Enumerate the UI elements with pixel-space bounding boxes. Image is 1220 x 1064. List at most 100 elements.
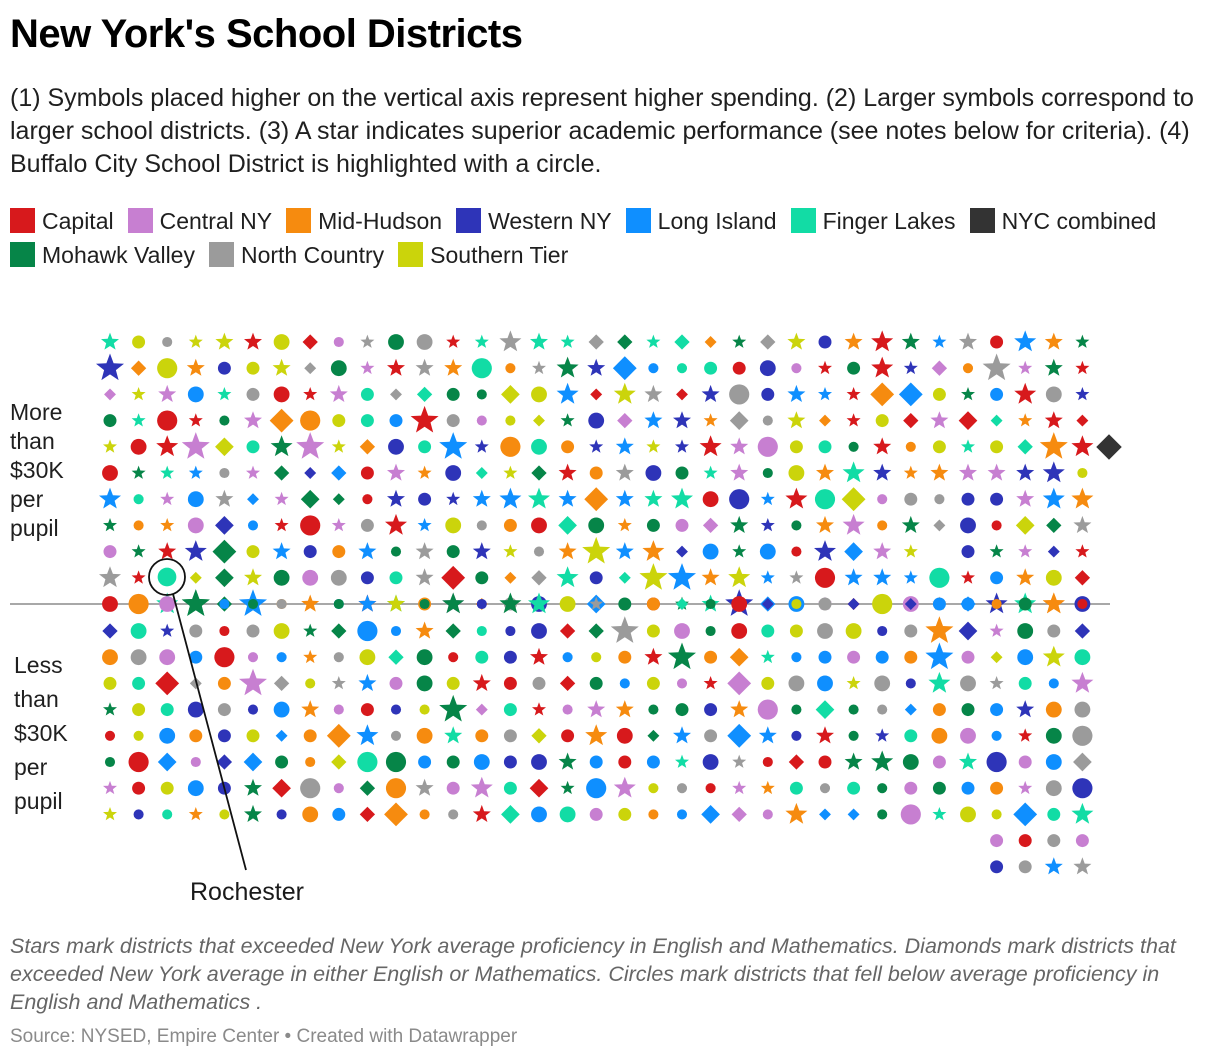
star-mark bbox=[532, 702, 546, 716]
circle-mark bbox=[731, 596, 748, 612]
star-mark bbox=[101, 332, 119, 350]
star-mark bbox=[789, 570, 804, 584]
circle-mark bbox=[1045, 569, 1062, 586]
highlight-annotation: Rochester bbox=[190, 878, 304, 906]
circle-mark bbox=[275, 755, 289, 769]
star-mark bbox=[671, 487, 693, 509]
diamond-mark bbox=[275, 729, 288, 742]
star-mark bbox=[1075, 334, 1090, 348]
diamond-mark bbox=[958, 621, 978, 641]
circle-mark bbox=[991, 520, 1002, 531]
star-mark bbox=[842, 461, 865, 483]
circle-mark bbox=[562, 652, 573, 663]
star-mark bbox=[556, 382, 579, 404]
star-mark bbox=[1042, 645, 1065, 667]
diamond-mark bbox=[531, 728, 547, 744]
star-mark bbox=[989, 544, 1004, 558]
circle-mark bbox=[588, 412, 605, 429]
circle-mark bbox=[246, 729, 260, 743]
star-mark bbox=[585, 724, 608, 746]
star-mark bbox=[846, 413, 861, 427]
diamond-mark bbox=[819, 414, 831, 427]
circle-mark bbox=[646, 676, 660, 690]
star-mark bbox=[613, 382, 636, 404]
chart-title: New York's School Districts bbox=[10, 12, 523, 56]
circle-mark bbox=[476, 389, 487, 400]
circle-mark bbox=[305, 756, 316, 768]
circle-mark bbox=[848, 730, 859, 741]
diamond-mark bbox=[731, 806, 747, 823]
circle-mark bbox=[1018, 860, 1032, 874]
star-mark bbox=[472, 673, 491, 691]
circle-mark bbox=[762, 756, 773, 768]
circle-mark bbox=[1047, 807, 1061, 821]
legend-item-southern-tier: Southern Tier bbox=[398, 238, 568, 272]
circle-mark bbox=[705, 625, 716, 637]
circle-mark bbox=[817, 623, 833, 639]
circle-mark bbox=[586, 778, 607, 799]
star-mark bbox=[1014, 382, 1037, 404]
star-mark bbox=[875, 728, 890, 742]
circle-mark bbox=[1045, 780, 1062, 797]
diamond-mark bbox=[445, 623, 461, 639]
circle-mark bbox=[132, 676, 146, 690]
circle-mark bbox=[900, 804, 921, 825]
circle-mark bbox=[675, 518, 689, 532]
star-mark bbox=[1014, 330, 1037, 352]
star-mark bbox=[303, 387, 318, 401]
circle-mark bbox=[390, 704, 402, 715]
circle-mark bbox=[762, 809, 773, 820]
star-mark bbox=[558, 463, 577, 481]
star-mark bbox=[446, 491, 461, 506]
circle-mark bbox=[360, 571, 374, 585]
star-mark bbox=[474, 439, 489, 453]
circle-mark bbox=[302, 806, 319, 823]
circle-mark bbox=[648, 809, 659, 820]
star-mark bbox=[446, 334, 461, 348]
circle-mark bbox=[791, 546, 802, 557]
circle-mark bbox=[990, 703, 1004, 717]
diamond-mark bbox=[331, 754, 347, 770]
star-mark bbox=[415, 358, 434, 376]
diamond-mark bbox=[617, 334, 633, 350]
circle-mark bbox=[276, 809, 287, 820]
star-mark bbox=[610, 616, 639, 643]
star-mark bbox=[787, 384, 806, 402]
circle-mark bbox=[961, 650, 975, 664]
circle-mark bbox=[961, 545, 975, 559]
star-mark bbox=[474, 334, 489, 348]
circle-mark bbox=[446, 545, 460, 559]
circle-mark bbox=[1047, 834, 1061, 848]
circle-mark bbox=[503, 755, 517, 769]
star-mark bbox=[131, 413, 146, 427]
circle-mark bbox=[531, 517, 547, 534]
circle-mark bbox=[704, 650, 718, 664]
diamond-mark bbox=[788, 754, 805, 770]
circle-mark bbox=[1045, 386, 1062, 403]
circle-mark bbox=[1075, 834, 1089, 848]
star-mark bbox=[1042, 461, 1065, 483]
circle-mark bbox=[471, 358, 492, 379]
star-mark bbox=[615, 489, 634, 507]
circle-mark bbox=[219, 598, 230, 610]
star-mark bbox=[844, 332, 863, 350]
circle-mark bbox=[791, 363, 802, 374]
diamond-mark bbox=[104, 388, 116, 401]
star-mark bbox=[274, 491, 289, 506]
circle-mark bbox=[762, 467, 773, 479]
diamond-mark bbox=[300, 489, 320, 509]
circle-mark bbox=[932, 440, 946, 454]
legend-swatch bbox=[10, 242, 35, 267]
star-mark bbox=[1075, 360, 1090, 375]
star-mark bbox=[925, 616, 954, 643]
star-mark bbox=[184, 540, 207, 561]
star-mark bbox=[439, 432, 468, 459]
star-mark bbox=[103, 780, 117, 795]
star-mark bbox=[96, 353, 124, 381]
circle-mark bbox=[333, 336, 344, 348]
star-mark bbox=[503, 544, 518, 558]
circle-mark bbox=[960, 517, 976, 534]
star-mark bbox=[699, 435, 722, 457]
circle-mark bbox=[848, 441, 859, 452]
